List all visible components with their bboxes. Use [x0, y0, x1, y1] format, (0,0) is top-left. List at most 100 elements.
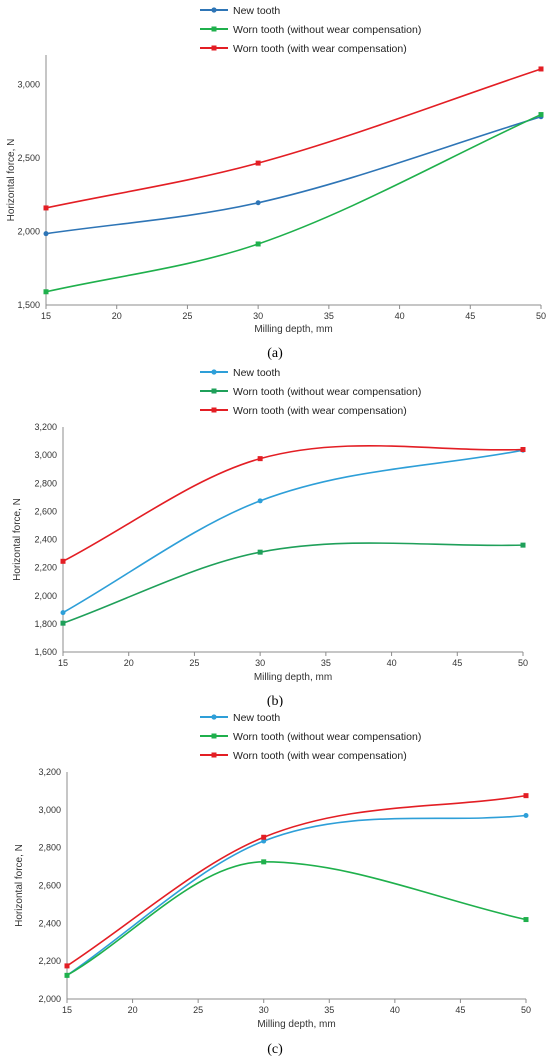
x-tick-label: 25: [182, 311, 192, 321]
data-point: [523, 917, 529, 923]
y-tick-label: 2,800: [38, 843, 61, 853]
series-new-tooth: [64, 813, 529, 978]
data-point: [520, 542, 526, 548]
y-tick-label: 2,000: [34, 591, 57, 601]
series-line: [66, 794, 527, 967]
data-point: [60, 610, 66, 616]
x-tick-label: 15: [62, 1005, 72, 1015]
x-tick-label: 40: [395, 311, 405, 321]
legend-label: Worn tooth (without wear compensation): [233, 731, 421, 743]
y-tick-label: 3,000: [17, 79, 40, 89]
x-tick-label: 25: [189, 658, 199, 668]
series-new-tooth: [43, 114, 544, 237]
x-tick-label: 50: [536, 311, 546, 321]
x-ticks: 15 20 25 30 35 40 45 50: [41, 305, 546, 321]
x-tick-label: 35: [324, 311, 334, 321]
legend-marker: [211, 388, 217, 394]
data-point: [261, 838, 267, 844]
x-tick-label: 35: [321, 658, 331, 668]
series-line: [62, 449, 524, 614]
chart-caption: (c): [267, 1042, 283, 1057]
y-ticks: 2,000 2,200 2,400 2,600 2,800 3,000 3,200: [38, 767, 61, 1004]
data-point: [43, 205, 49, 211]
legend-worn-comp: Worn tooth (with wear compensation): [200, 43, 407, 55]
y-tick-label: 2,600: [38, 881, 61, 891]
y-tick-label: 2,800: [34, 478, 57, 488]
series-line: [45, 115, 542, 235]
series-line: [62, 542, 524, 624]
data-point: [64, 963, 70, 969]
chart-caption: (a): [267, 346, 283, 361]
legend: New tooth Worn tooth (without wear compen…: [200, 5, 421, 55]
x-tick-label: 15: [41, 311, 51, 321]
data-point: [538, 66, 544, 72]
series-new-tooth: [60, 447, 526, 616]
legend-worn-no-comp: Worn tooth (without wear compensation): [200, 24, 421, 36]
y-tick-label: 3,000: [34, 450, 57, 460]
x-tick-label: 15: [58, 658, 68, 668]
legend-label: Worn tooth (without wear compensation): [233, 386, 421, 398]
legend-marker: [211, 714, 217, 720]
legend-worn-comp: Worn tooth (with wear compensation): [200, 405, 407, 417]
data-point: [261, 859, 267, 865]
y-tick-label: 2,200: [38, 956, 61, 966]
legend-new-tooth: New tooth: [200, 5, 280, 17]
chart-panel-a: New tooth Worn tooth (without wear compen…: [0, 0, 550, 362]
legend-worn-no-comp: Worn tooth (without wear compensation): [200, 386, 421, 398]
y-axis-label: Horizontal force, N: [6, 139, 17, 222]
data-point: [257, 498, 263, 504]
data-point: [60, 558, 66, 564]
legend-marker: [211, 7, 217, 13]
chart-panel-c: New tooth Worn tooth (without wear compen…: [0, 707, 550, 1059]
x-tick-label: 30: [259, 1005, 269, 1015]
data-point: [255, 200, 261, 206]
data-point: [255, 160, 261, 166]
data-point: [520, 447, 526, 452]
legend-label: New tooth: [233, 712, 280, 724]
chart-a-svg: New tooth Worn tooth (without wear compen…: [6, 5, 546, 361]
y-tick-label: 3,200: [38, 767, 61, 777]
x-tick-label: 45: [455, 1005, 465, 1015]
x-tick-label: 30: [255, 658, 265, 668]
series-worn-comp: [64, 793, 529, 969]
data-point: [523, 793, 529, 799]
data-point: [261, 834, 267, 840]
y-axis-label: Horizontal force, N: [12, 498, 23, 581]
x-ticks: 15 20 25 30 35 40 45 50: [62, 999, 531, 1015]
series-worn-comp: [60, 444, 526, 564]
x-tick-label: 50: [521, 1005, 531, 1015]
x-tick-label: 45: [465, 311, 475, 321]
x-tick-label: 20: [124, 658, 134, 668]
chart-c-svg: New tooth Worn tooth (without wear compen…: [14, 712, 531, 1057]
legend-label: New tooth: [233, 367, 280, 379]
y-ticks: 1,500 2,000 2,500 3,000: [17, 79, 40, 310]
y-tick-label: 2,600: [34, 506, 57, 516]
data-point: [43, 289, 49, 295]
x-ticks: 15 20 25 30 35 40 45 50: [58, 652, 528, 668]
data-point: [43, 231, 49, 237]
y-axis-label: Horizontal force, N: [14, 844, 25, 927]
series-worn-no-comp: [60, 542, 526, 626]
y-tick-label: 1,600: [34, 647, 57, 657]
x-tick-label: 50: [518, 658, 528, 668]
y-tick-label: 3,000: [38, 805, 61, 815]
y-tick-label: 2,200: [34, 563, 57, 573]
y-tick-label: 2,400: [38, 918, 61, 928]
chart-panel-b: New tooth Worn tooth (without wear compen…: [0, 362, 550, 707]
x-tick-label: 20: [112, 311, 122, 321]
legend-marker: [211, 26, 217, 32]
legend-marker: [211, 45, 217, 51]
data-point: [60, 620, 66, 626]
legend-new-tooth: New tooth: [200, 367, 280, 379]
x-tick-label: 45: [452, 658, 462, 668]
legend-label: Worn tooth (with wear compensation): [233, 750, 407, 762]
y-tick-label: 3,200: [34, 422, 57, 432]
x-tick-label: 20: [128, 1005, 138, 1015]
series-line: [45, 68, 542, 209]
legend-label: Worn tooth (with wear compensation): [233, 43, 407, 55]
x-tick-label: 35: [324, 1005, 334, 1015]
series-line: [66, 814, 527, 977]
legend-label: Worn tooth (without wear compensation): [233, 24, 421, 36]
legend-marker: [211, 733, 217, 739]
legend: New tooth Worn tooth (without wear compen…: [200, 712, 421, 762]
